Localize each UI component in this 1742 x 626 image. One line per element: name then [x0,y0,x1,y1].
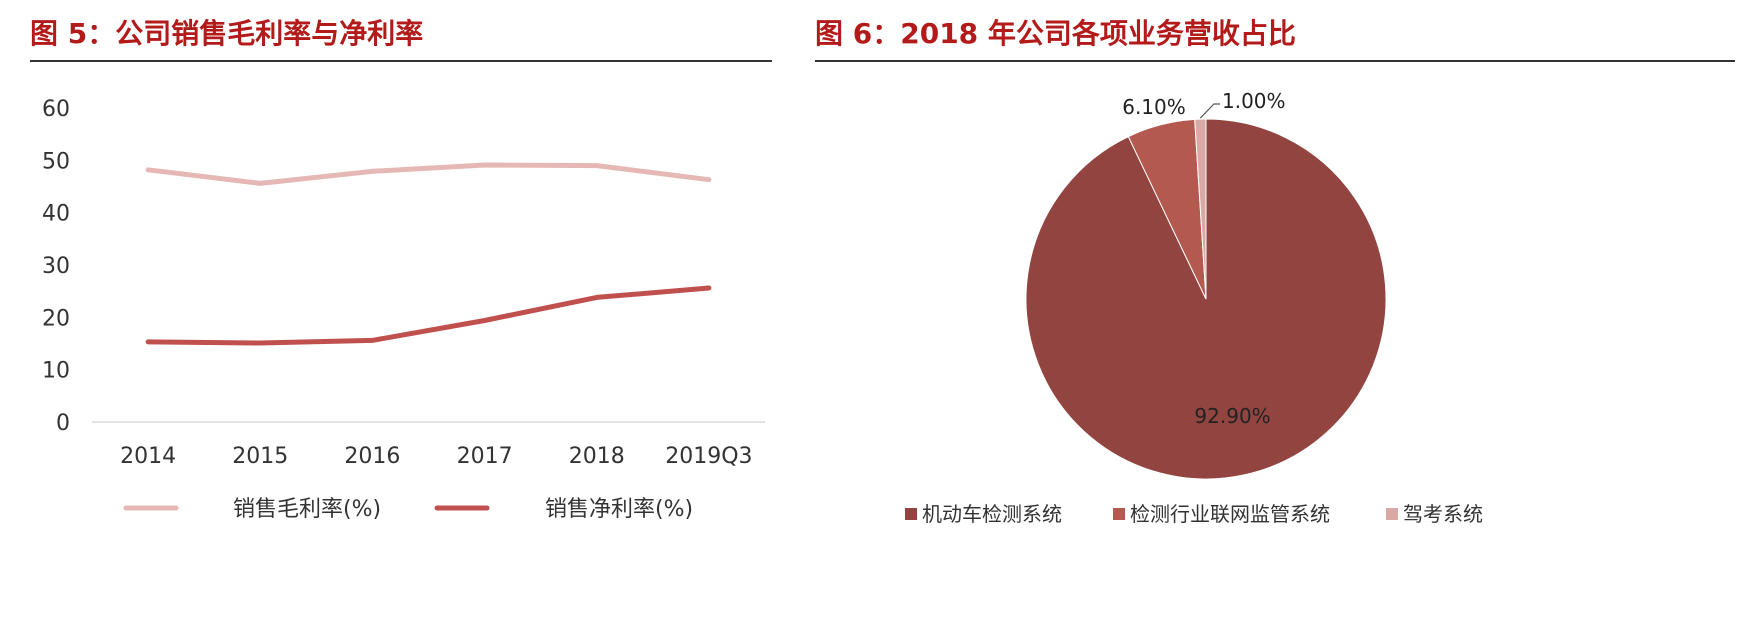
net-margin-line [145,285,712,346]
x-tick-label: 2016 [344,444,400,469]
pie-slice [1194,118,1207,300]
figure-6-title-rule [815,60,1735,62]
gross-margin-line [145,162,712,186]
y-tick-label: 20 [42,306,70,331]
margin-line-chart: 0 10 20 30 40 50 60 2014 2015 2016 2017 2018 2019Q3 销… [42,97,765,522]
data-label: 1.00% [1222,89,1286,113]
legend-swatch [1386,508,1398,520]
y-tick-label: 30 [42,254,70,279]
figure-5-title: 图 5：公司销售毛利率与净利率 [30,17,424,50]
y-tick-label: 60 [42,97,70,122]
x-tick-label: 2015 [232,444,288,469]
legend-label: 机动车检测系统 [922,502,1062,526]
legend-swatch [1113,508,1125,520]
figure-5-title-rule [30,60,772,62]
leader-line [1199,103,1220,119]
y-tick-label: 10 [42,359,70,384]
data-label: 6.10% [1122,95,1186,119]
y-tick-label: 0 [56,411,70,436]
legend-label: 检测行业联网监管系统 [1130,502,1330,526]
x-tick-label: 2014 [120,444,176,469]
legend-label: 销售毛利率(%) [233,497,381,522]
x-tick-label: 2019Q3 [665,444,752,469]
legend-label: 驾考系统 [1403,502,1483,526]
legend-swatch [905,508,917,520]
x-tick-label: 2018 [569,444,625,469]
y-tick-label: 50 [42,149,70,174]
y-tick-label: 40 [42,202,70,227]
pie-slice [1025,118,1387,480]
figure-6-title: 图 6：2018 年公司各项业务营收占比 [815,17,1296,50]
x-tick-label: 2017 [457,444,513,469]
legend-label: 销售净利率(%) [545,497,693,522]
data-label: 92.90% [1194,404,1270,428]
